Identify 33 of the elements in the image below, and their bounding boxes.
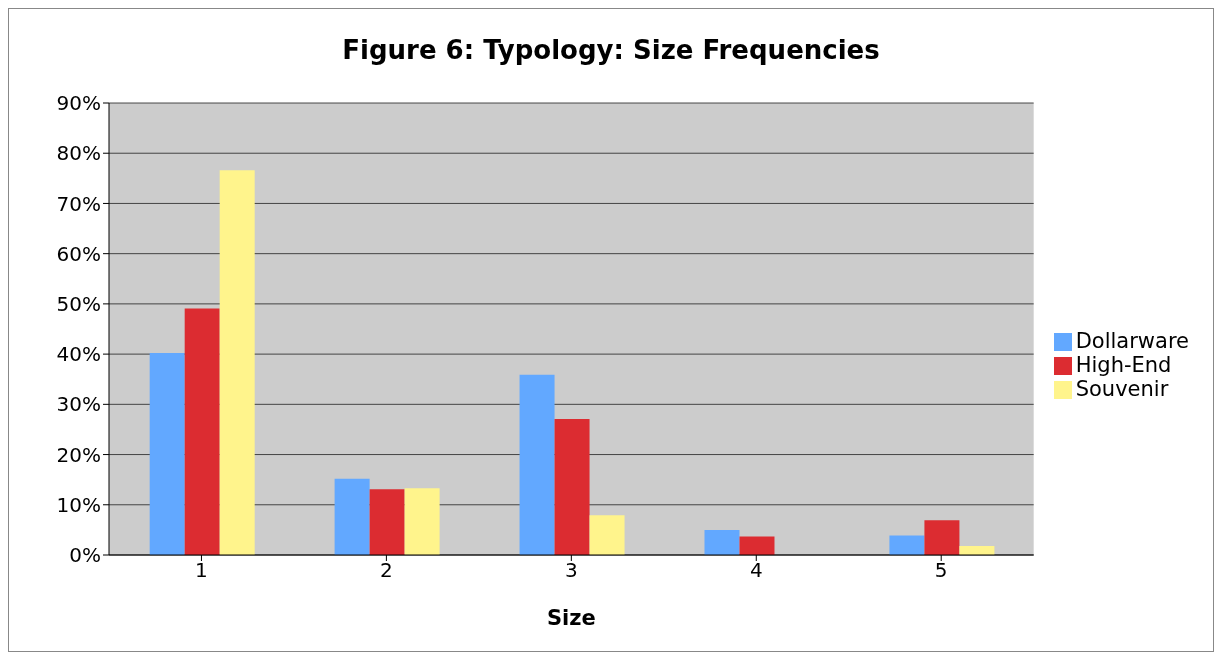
y-tick-label: 80% <box>56 141 101 166</box>
x-tick-label: 3 <box>564 558 578 583</box>
x-tick-label: 1 <box>195 558 208 583</box>
bar <box>149 353 185 555</box>
x-axis-title: Size <box>546 606 596 630</box>
y-tick-label: 50% <box>56 291 101 316</box>
legend-label: Dollarware <box>1075 329 1189 353</box>
bar <box>739 536 775 555</box>
legend-label: High-End <box>1075 353 1172 377</box>
bar <box>184 308 220 555</box>
bar <box>219 170 255 555</box>
bar <box>519 374 555 555</box>
x-tick-label: 4 <box>749 558 763 583</box>
y-tick-label: 10% <box>56 492 101 517</box>
y-tick-label: 90% <box>56 91 101 116</box>
bar <box>334 478 370 555</box>
legend-label: Souvenir <box>1075 377 1169 401</box>
x-tick-label: 5 <box>934 558 948 583</box>
bar <box>924 520 960 555</box>
y-tick-label: 0% <box>69 543 101 568</box>
y-tick-label: 40% <box>56 342 101 367</box>
y-tick-label: 20% <box>56 442 101 467</box>
bar <box>589 515 625 555</box>
x-tick-label: 2 <box>380 558 393 583</box>
chart-title: Figure 6: Typology: Size Frequencies <box>341 35 881 67</box>
bar <box>704 529 740 555</box>
y-tick-label: 70% <box>56 191 101 216</box>
bar <box>554 418 590 555</box>
bar <box>404 488 440 555</box>
bar <box>889 535 925 555</box>
y-tick-label: 30% <box>56 392 101 417</box>
bar <box>369 489 405 555</box>
y-tick-label: 60% <box>56 241 101 266</box>
